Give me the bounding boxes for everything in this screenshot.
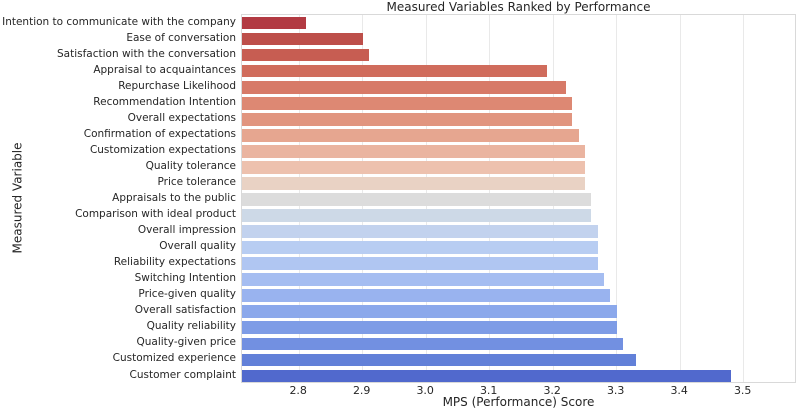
bar (242, 209, 592, 222)
y-tick-label: Quality-given price (136, 336, 236, 349)
bar (242, 273, 604, 287)
bar (242, 16, 306, 30)
grid-line (743, 15, 745, 382)
y-tick-label: Ease of conversation (126, 31, 236, 44)
bar (242, 96, 573, 110)
bar (242, 80, 566, 94)
x-tick-label: 2.8 (289, 384, 307, 397)
x-tick-label: 3.2 (543, 384, 561, 397)
bar (242, 161, 585, 174)
y-tick-label: Price tolerance (157, 176, 236, 188)
bar (242, 289, 611, 303)
bar (242, 112, 573, 126)
y-tick-label: Repurchase Likelihood (118, 79, 236, 92)
plot-area (241, 14, 796, 383)
y-tick-label: Intention to communicate with the compan… (2, 15, 236, 28)
bar (242, 337, 623, 351)
bar (242, 321, 617, 335)
y-tick-label: Price-given quality (138, 288, 236, 301)
y-tick-label: Customization expectations (89, 143, 236, 156)
y-tick-label: Overall satisfaction (134, 304, 236, 317)
bar (242, 145, 585, 158)
y-tick-label: Quality tolerance (145, 159, 236, 172)
y-tick-label: Customer complaint (129, 368, 236, 381)
y-tick-label: Recommendation Intention (93, 95, 236, 108)
bar (242, 353, 636, 367)
y-tick-label: Satisfaction with the conversation (56, 47, 236, 60)
y-tick-label: Appraisals to the public (112, 192, 236, 204)
bar (242, 64, 547, 78)
x-tick-label: 3.5 (733, 384, 752, 397)
x-tick-label: 2.9 (352, 384, 371, 397)
grid-line (679, 15, 681, 382)
bar (242, 305, 617, 319)
x-tick-label: 3.0 (416, 384, 434, 397)
bar (242, 241, 598, 254)
bar (242, 257, 598, 271)
bar (242, 193, 592, 206)
y-tick-label: Overall quality (159, 240, 236, 253)
bar (242, 225, 598, 238)
y-tick-label: Reliability expectations (113, 256, 236, 269)
x-tick-label: 3.1 (479, 384, 498, 397)
y-tick-label: Switching Intention (134, 272, 236, 285)
x-tick-label: 3.3 (606, 384, 625, 397)
y-tick-label: Customized experience (112, 352, 236, 365)
y-tick-label: Comparison with ideal product (75, 208, 236, 220)
bar (242, 128, 579, 142)
y-tick-label: Quality reliability (146, 320, 236, 333)
grid-line (616, 15, 618, 382)
x-axis-label: MPS (Performance) Score (442, 395, 595, 409)
bar (242, 32, 363, 46)
y-tick-label: Appraisal to acquaintances (93, 63, 236, 76)
y-tick-label: Overall impression (137, 224, 236, 237)
x-tick-label: 3.4 (670, 384, 688, 397)
bar (242, 369, 731, 383)
y-tick-label: Overall expectations (127, 111, 236, 124)
bar (242, 48, 369, 62)
y-tick-label: Confirmation of expectations (83, 127, 236, 140)
chart-title: Measured Variables Ranked by Performance (386, 0, 651, 14)
bar (242, 177, 585, 190)
